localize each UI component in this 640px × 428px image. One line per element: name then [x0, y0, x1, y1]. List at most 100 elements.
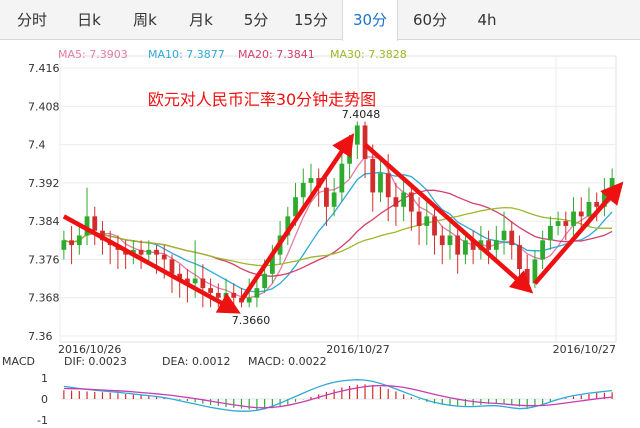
candle-body — [432, 216, 437, 236]
ma-legend-item: MA5: 7.3903 — [58, 48, 128, 61]
trend-arrow — [363, 142, 534, 294]
candle-body — [300, 182, 306, 198]
candle-body — [146, 249, 152, 255]
macd-y-tick: 0 — [41, 393, 48, 406]
candle-body — [308, 178, 314, 183]
candle-body — [547, 225, 553, 241]
chart-title: 欧元对人民币汇率30分钟走势图 — [148, 90, 376, 109]
candle-body — [154, 249, 159, 255]
ma10-line — [63, 171, 613, 293]
y-tick-label: 7.392 — [28, 177, 60, 190]
tab-3[interactable]: 月k — [189, 11, 213, 29]
low-annotation: 7.3660 — [232, 314, 271, 327]
candle-body — [161, 254, 167, 260]
macd-y-tick: -1 — [37, 414, 48, 427]
candle-body — [208, 288, 213, 293]
candle-body — [177, 273, 183, 279]
candle-body — [493, 240, 499, 250]
trend-arrow — [62, 214, 241, 314]
candle-body — [269, 254, 275, 274]
candle-body — [586, 202, 592, 217]
candle-body — [138, 249, 144, 255]
tab-5[interactable]: 15分 — [293, 11, 329, 29]
candle-body — [262, 273, 268, 289]
candle-body — [69, 240, 74, 246]
y-tick-label: 7.368 — [28, 292, 60, 305]
x-tick-label: 2016/10/27 — [553, 343, 616, 356]
candle-body — [578, 211, 584, 217]
forex-chart: MA5: 7.3903 MA10: 7.3877 MA20: 7.3841 MA30:… — [2, 48, 624, 427]
candle-body — [354, 125, 360, 145]
candle-body — [61, 240, 67, 250]
candle-body — [231, 292, 237, 298]
candle-body — [254, 288, 260, 298]
candle-body — [339, 163, 345, 193]
candle-body — [532, 259, 538, 284]
candle-body — [285, 216, 291, 236]
candle-body — [331, 192, 337, 207]
ma5-line — [63, 156, 613, 299]
y-tick-label: 7.408 — [28, 100, 60, 113]
candle-body — [76, 235, 82, 246]
tab-2[interactable]: 周k — [133, 11, 157, 29]
candle-body — [293, 197, 298, 217]
candle-body — [324, 187, 329, 207]
dif-legend: DIF: 0.0023 — [64, 355, 127, 368]
candle-body — [401, 192, 407, 207]
candle-body — [524, 269, 530, 284]
candle-body — [393, 197, 399, 207]
candle-body — [408, 192, 414, 212]
candle-body — [463, 240, 468, 255]
candle-body — [347, 144, 352, 164]
trend-arrow — [533, 181, 624, 285]
candle-body — [509, 230, 515, 246]
candle-body — [439, 235, 445, 246]
candle-body — [447, 235, 453, 246]
candle-body — [517, 245, 522, 269]
candle-body — [200, 278, 206, 289]
dea-legend: DEA: 0.0012 — [162, 355, 230, 368]
candle-body — [223, 292, 229, 298]
y-tick-label: 7.376 — [28, 253, 60, 266]
x-tick-label: 2016/10/26 — [58, 343, 121, 356]
candle-body — [385, 173, 391, 198]
trend-arrow — [239, 133, 355, 302]
y-tick-label: 7.416 — [28, 62, 60, 75]
candle-body — [501, 230, 507, 241]
macd-label: MACD — [2, 355, 35, 368]
x-tick-label: 2016/10/27 — [326, 343, 389, 356]
candle-body — [540, 240, 546, 260]
y-tick-label: 7.36 — [28, 330, 53, 343]
candle-body — [215, 292, 221, 298]
tab-6[interactable]: 30分 — [342, 0, 398, 41]
candle-body — [246, 297, 252, 303]
macd-legend: MACD: 0.0022 — [248, 355, 327, 368]
candle-body — [555, 221, 561, 226]
ma-legend-item: MA20: 7.3841 — [238, 48, 315, 61]
y-tick-label: 7.4 — [28, 139, 46, 152]
period-tabs: 分时 日k 周k 月k 5分 15分 30分 60分 4h — [0, 0, 640, 41]
tab-4[interactable]: 5分 — [243, 11, 269, 29]
dif-line — [63, 379, 613, 412]
candle-body — [378, 173, 383, 193]
candle-body — [455, 235, 461, 255]
y-tick-label: 7.384 — [28, 215, 60, 228]
candle-body — [571, 211, 576, 226]
tab-7[interactable]: 60分 — [412, 11, 448, 29]
candle-body — [362, 125, 368, 159]
candle-body — [594, 202, 600, 207]
candle-body — [192, 278, 198, 284]
high-annotation: 7.4048 — [342, 108, 381, 121]
ma-legend-item: MA10: 7.3877 — [148, 48, 225, 61]
candle-body — [169, 259, 175, 274]
tab-8[interactable]: 4h — [477, 11, 497, 29]
candle-body — [185, 278, 190, 284]
candle-body — [416, 211, 422, 226]
ma30-line — [63, 206, 613, 267]
macd-y-tick: 1 — [41, 372, 48, 385]
tab-0[interactable]: 分时 — [16, 11, 47, 29]
tab-1[interactable]: 日k — [77, 11, 101, 29]
candle-body — [424, 216, 430, 226]
candle-body — [370, 158, 376, 193]
dea-line — [63, 384, 613, 409]
